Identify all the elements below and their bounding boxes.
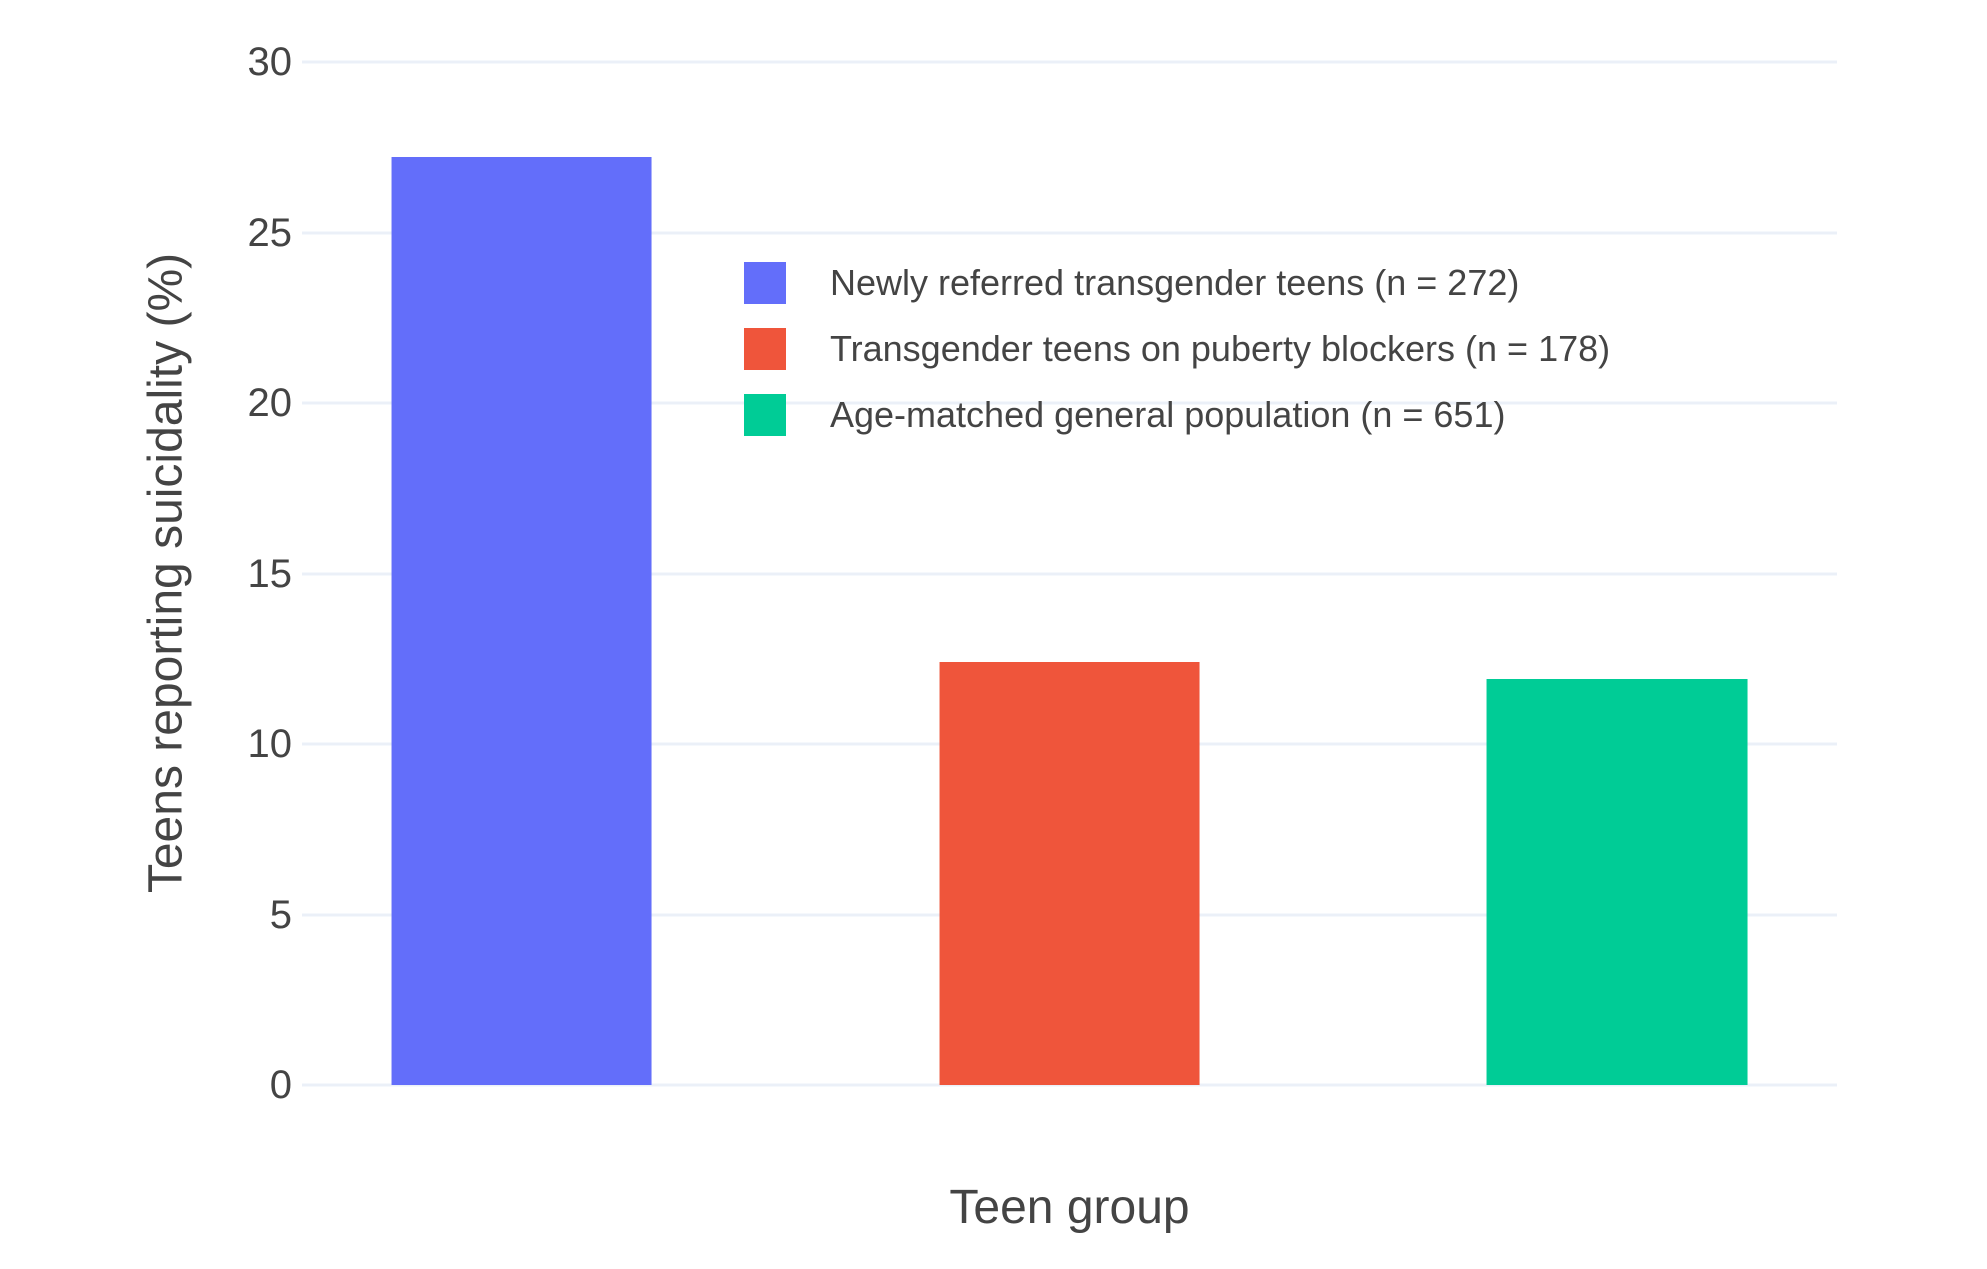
gridline-30 <box>302 60 1837 64</box>
bar-age-matched-general-population-n-651[interactable] <box>1487 679 1748 1085</box>
legend-item-label: Age-matched general population (n = 651) <box>830 394 1506 435</box>
y-tick-label-25: 25 <box>247 210 293 255</box>
legend-item-age-matched-general-population-n-651[interactable]: Age-matched general population (n = 651) <box>744 382 1610 448</box>
bar-transgender-teens-on-puberty-blockers-n-178[interactable] <box>939 662 1200 1085</box>
y-tick-label-10: 10 <box>247 722 293 766</box>
gridline-15 <box>302 572 1837 575</box>
y-tick-label-5: 5 <box>269 892 292 937</box>
legend-item-transgender-teens-on-puberty-blockers-n-178[interactable]: Transgender teens on puberty blockers (n… <box>744 316 1610 382</box>
y-tick-label-20: 20 <box>247 381 293 425</box>
bar-newly-referred-transgender-teens-n-272[interactable] <box>391 157 652 1085</box>
gridline-25 <box>302 231 1837 234</box>
y-tick-label-15: 15 <box>247 551 293 596</box>
legend: Newly referred transgender teens (n = 27… <box>744 250 1610 448</box>
x-axis-title: Teen group <box>949 1181 1190 1234</box>
legend-swatch-icon <box>744 328 786 370</box>
y-tick-label-0: 0 <box>269 1063 292 1107</box>
legend-item-label: Newly referred transgender teens (n = 27… <box>830 262 1520 303</box>
gridline-20 <box>302 401 1837 405</box>
legend-item-label: Transgender teens on puberty blockers (n… <box>830 328 1611 369</box>
plot-area: Newly referred transgender teens (n = 27… <box>302 60 1837 1087</box>
gridline-0 <box>302 1083 1837 1087</box>
legend-swatch-icon <box>744 262 786 304</box>
y-tick-label-30: 30 <box>247 40 293 84</box>
legend-swatch-icon <box>744 394 786 436</box>
legend-item-newly-referred-transgender-teens-n-272[interactable]: Newly referred transgender teens (n = 27… <box>744 250 1610 316</box>
y-axis-tick-labels: 0 5 10 15 20 25 30 <box>0 42 293 1105</box>
